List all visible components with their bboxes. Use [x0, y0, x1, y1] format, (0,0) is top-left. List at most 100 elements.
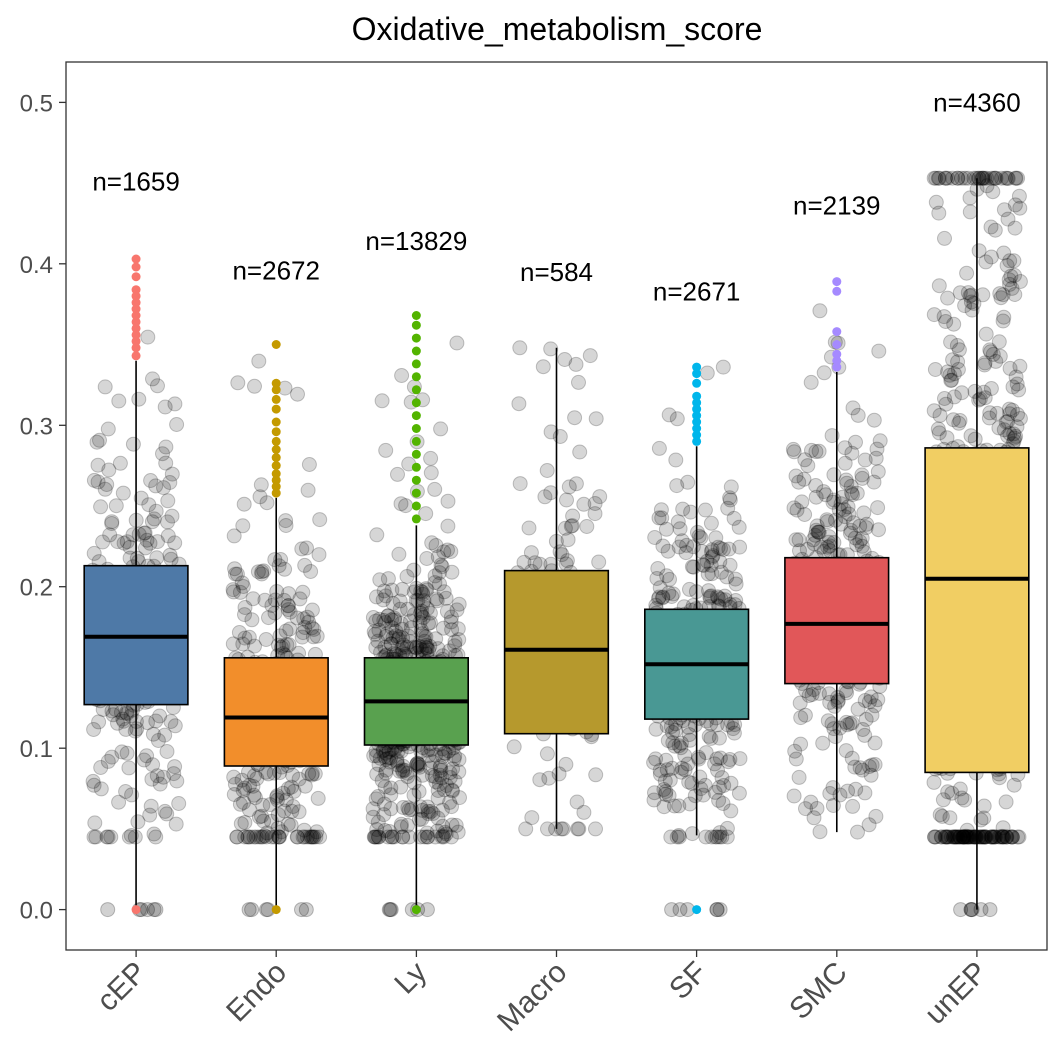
jitter-point	[794, 494, 810, 510]
jitter-point	[959, 265, 975, 281]
jitter-point	[440, 542, 455, 558]
jitter-point	[845, 798, 861, 814]
jitter-point	[845, 515, 861, 531]
jitter-point	[958, 828, 974, 844]
jitter-point	[1007, 430, 1023, 446]
jitter-point	[934, 808, 950, 824]
jitter-point	[230, 375, 246, 391]
jitter-point	[127, 723, 143, 739]
jitter-point	[1006, 777, 1022, 793]
jitter-point	[872, 433, 888, 449]
jitter-point	[842, 716, 858, 732]
jitter-point	[280, 598, 296, 614]
jitter-point	[281, 586, 297, 602]
jitter-point	[294, 629, 310, 645]
outlier-point	[692, 436, 702, 446]
jitter-point	[436, 782, 452, 798]
jitter-point	[713, 591, 729, 607]
jitter-point	[926, 307, 942, 323]
jitter-point	[308, 829, 324, 845]
jitter-point	[419, 640, 435, 656]
jitter-point	[947, 829, 963, 845]
jitter-point	[451, 752, 467, 768]
jitter-point	[949, 829, 965, 845]
jitter-point	[673, 740, 689, 756]
jitter-point	[366, 748, 382, 764]
outlier-point	[271, 461, 281, 471]
jitter-point	[434, 829, 450, 845]
jitter-point	[704, 542, 720, 558]
jitter-point	[294, 902, 309, 918]
jitter-point	[168, 816, 184, 832]
jitter-point	[241, 802, 257, 818]
jitter-point	[1003, 268, 1019, 284]
jitter-point	[149, 768, 165, 784]
jitter-point	[710, 539, 726, 555]
outliers-layer	[131, 254, 842, 915]
jitter-point	[1007, 287, 1023, 302]
jitter-point	[833, 496, 849, 512]
jitter-point	[297, 829, 312, 845]
jitter-point	[828, 729, 843, 745]
jitter-point	[236, 496, 252, 512]
jitter-point	[807, 527, 823, 543]
jitter-point	[267, 592, 283, 608]
jitter-point	[381, 824, 397, 839]
jitter-point	[820, 713, 836, 729]
jitter-point	[295, 625, 311, 641]
jitter-point	[699, 365, 715, 381]
jitter-point	[278, 623, 294, 639]
outlier-point	[411, 385, 421, 395]
jitter-point	[543, 485, 559, 501]
jitter-point	[1011, 829, 1027, 845]
jitter-point	[955, 829, 971, 845]
jitter-point	[725, 721, 741, 737]
jitter-point	[955, 829, 971, 845]
jitter-point	[671, 828, 687, 843]
jitter-point	[401, 802, 417, 818]
jitter-point	[847, 759, 863, 775]
jitter-point	[660, 733, 676, 749]
jitter-point	[310, 790, 326, 806]
jitter-point	[383, 801, 399, 817]
jitter-point	[108, 498, 124, 514]
jitter-point	[512, 340, 528, 356]
jitter-point	[234, 772, 250, 788]
jitter-point	[672, 521, 688, 537]
jitter-point	[539, 746, 555, 762]
jitter-point	[369, 589, 384, 605]
jitter-point	[521, 520, 537, 536]
jitter-point	[704, 549, 720, 565]
jitter-point	[422, 638, 438, 654]
jitter-point	[299, 540, 314, 556]
jitter-point	[430, 790, 446, 806]
jitter-point	[659, 762, 675, 778]
jitter-point	[722, 492, 738, 508]
jitter-point	[656, 782, 672, 797]
jitter-point	[674, 533, 690, 549]
jitter-point	[102, 527, 118, 543]
jitter-point	[256, 563, 272, 579]
jitter-point	[569, 794, 585, 810]
jitter-point	[383, 636, 399, 652]
jitter-point	[552, 429, 568, 444]
jitter-point	[118, 705, 134, 721]
jitter-point	[246, 768, 262, 784]
jitter-point	[425, 806, 441, 821]
jitter-point	[260, 766, 276, 782]
jitter-point	[235, 782, 251, 798]
jitter-point	[250, 564, 266, 580]
jitter-point	[393, 616, 409, 631]
jitter-point	[450, 824, 466, 840]
jitter-point	[954, 385, 970, 401]
jitter-point	[436, 829, 452, 845]
jitter-point	[813, 539, 829, 555]
jitter-point	[167, 759, 183, 775]
jitter-point	[963, 428, 979, 444]
jitter-point	[241, 902, 257, 918]
jitter-point	[704, 566, 720, 582]
jitter-point	[669, 829, 685, 845]
jitter-point	[259, 902, 274, 918]
jitter-point	[839, 475, 855, 491]
